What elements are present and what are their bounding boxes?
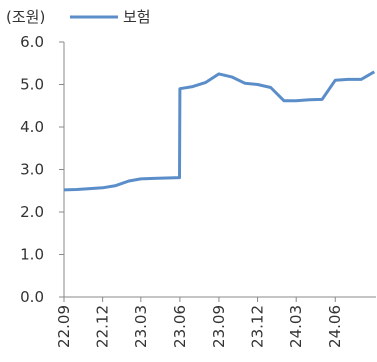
x-tick-label: 22.09	[55, 305, 73, 348]
y-axis: 0.0 1.0 2.0 3.0 4.0 5.0 6.0	[20, 33, 65, 306]
x-tick-label: 22.12	[94, 305, 112, 348]
x-tick-label: 23.09	[210, 305, 228, 348]
y-tick-label: 2.0	[20, 203, 44, 221]
y-tick-label: 0.0	[20, 288, 44, 306]
y-unit-label: (조원)	[6, 8, 45, 26]
x-tick-label: 23.06	[171, 305, 189, 348]
y-tick-label: 1.0	[20, 246, 44, 264]
x-tick-label: 23.12	[249, 305, 267, 348]
x-tick-label: 24.06	[326, 305, 344, 348]
y-tick-label: 5.0	[20, 76, 44, 94]
y-tick-label: 3.0	[20, 161, 44, 179]
series-line-보험	[63, 70, 376, 192]
x-tick-label: 23.03	[132, 305, 150, 348]
x-axis: 22.09 22.12 23.03 23.06 23.09 23.12 24.03 24.06	[55, 296, 376, 348]
y-tick-label: 6.0	[20, 33, 44, 51]
x-tick-label: 24.03	[287, 305, 305, 348]
legend-label: 보험	[123, 8, 151, 26]
y-tick-label: 4.0	[20, 118, 44, 136]
